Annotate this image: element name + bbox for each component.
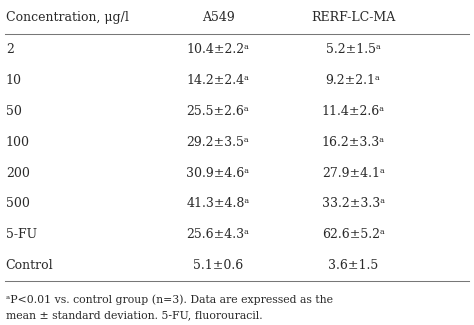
Text: 62.6±5.2ᵃ: 62.6±5.2ᵃ — [322, 228, 384, 241]
Text: 5.2±1.5ᵃ: 5.2±1.5ᵃ — [326, 43, 381, 56]
Text: 100: 100 — [6, 136, 30, 149]
Text: Concentration, μg/l: Concentration, μg/l — [6, 11, 128, 24]
Text: 3.6±1.5: 3.6±1.5 — [328, 259, 378, 272]
Text: A549: A549 — [201, 11, 235, 24]
Text: 33.2±3.3ᵃ: 33.2±3.3ᵃ — [321, 197, 385, 211]
Text: 10.4±2.2ᵃ: 10.4±2.2ᵃ — [187, 43, 249, 56]
Text: 50: 50 — [6, 105, 21, 118]
Text: 2: 2 — [6, 43, 14, 56]
Text: 30.9±4.6ᵃ: 30.9±4.6ᵃ — [186, 166, 250, 179]
Text: 14.2±2.4ᵃ: 14.2±2.4ᵃ — [187, 74, 249, 87]
Text: 25.5±2.6ᵃ: 25.5±2.6ᵃ — [187, 105, 249, 118]
Text: 10: 10 — [6, 74, 22, 87]
Text: 29.2±3.5ᵃ: 29.2±3.5ᵃ — [187, 136, 249, 149]
Text: 5.1±0.6: 5.1±0.6 — [193, 259, 243, 272]
Text: 27.9±4.1ᵃ: 27.9±4.1ᵃ — [322, 166, 384, 179]
Text: 16.2±3.3ᵃ: 16.2±3.3ᵃ — [321, 136, 385, 149]
Text: 9.2±2.1ᵃ: 9.2±2.1ᵃ — [326, 74, 381, 87]
Text: 200: 200 — [6, 166, 29, 179]
Text: Control: Control — [6, 259, 53, 272]
Text: ᵃP<0.01 vs. control group (n=3). Data are expressed as the: ᵃP<0.01 vs. control group (n=3). Data ar… — [6, 294, 333, 305]
Text: 500: 500 — [6, 197, 29, 211]
Text: 25.6±4.3ᵃ: 25.6±4.3ᵃ — [187, 228, 249, 241]
Text: 41.3±4.8ᵃ: 41.3±4.8ᵃ — [186, 197, 250, 211]
Text: RERF-LC-MA: RERF-LC-MA — [311, 11, 395, 24]
Text: 5-FU: 5-FU — [6, 228, 37, 241]
Text: mean ± standard deviation. 5-FU, fluorouracil.: mean ± standard deviation. 5-FU, fluorou… — [6, 310, 262, 320]
Text: 11.4±2.6ᵃ: 11.4±2.6ᵃ — [321, 105, 385, 118]
